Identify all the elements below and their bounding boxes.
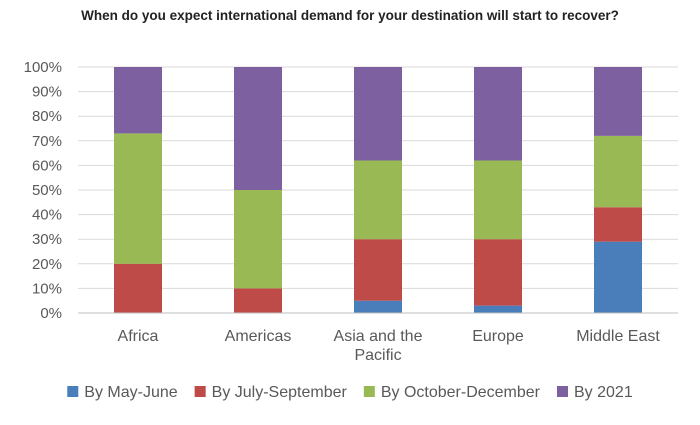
x-category-label-line: Middle East (576, 328, 660, 345)
bar-segment (594, 241, 642, 313)
bar-segment (354, 300, 402, 313)
x-category-label: Americas (225, 328, 292, 345)
bar-segment (234, 288, 282, 313)
legend-item: By 2021 (557, 384, 633, 401)
bar-segment (354, 160, 402, 240)
y-tick-label: 40% (32, 207, 62, 224)
legend-item: By May-June (67, 384, 178, 401)
bar-segment (234, 190, 282, 289)
bar-segment (474, 67, 522, 161)
legend-label: By May-June (84, 384, 177, 401)
y-tick-label: 90% (32, 84, 62, 101)
y-tick-label: 100% (24, 59, 62, 76)
bars (114, 67, 642, 313)
y-tick-label: 20% (32, 256, 62, 273)
legend-swatch (67, 386, 79, 397)
y-axis: 0% 10% 20% 30% 40% 50% 60% 70% 80% 90% 100% (24, 59, 62, 322)
bar-segment (474, 305, 522, 313)
bar-segment (114, 133, 162, 264)
legend-item: By October-December (363, 384, 541, 401)
bar-segment (594, 135, 642, 208)
x-category-label: Middle East (576, 328, 660, 345)
bar-segment (594, 67, 642, 136)
legend-label: By 2021 (574, 384, 633, 401)
legend: By May-June By July-September By October-D… (67, 384, 633, 401)
legend-swatch (194, 386, 206, 397)
bar-segment (354, 67, 402, 161)
bar-segment (594, 207, 642, 242)
legend-item: By July-September (194, 384, 348, 401)
x-axis: Africa Americas Asia and the Pacific Europe M… (78, 312, 678, 364)
y-tick-label: 60% (32, 157, 62, 174)
y-tick-label: 10% (32, 280, 62, 297)
bar-segment (114, 263, 162, 313)
x-category-label: Europe (472, 328, 524, 345)
y-tick-label: 80% (32, 108, 62, 125)
bar-segment (474, 160, 522, 240)
chart-title: When do you expect international demand … (81, 8, 619, 23)
legend-swatch (363, 386, 375, 397)
x-category-label-line: Europe (472, 328, 524, 345)
x-category-label-line: Africa (118, 328, 159, 345)
bar-segment (354, 239, 402, 301)
bar-segment (474, 239, 522, 306)
y-tick-label: 50% (32, 182, 62, 199)
x-category-label: Africa (118, 328, 159, 345)
x-category-label: Asia and the Pacific (334, 328, 423, 364)
y-tick-label: 0% (40, 305, 62, 322)
legend-swatch (557, 386, 568, 397)
x-category-label-line: Americas (225, 328, 292, 345)
legend-label: By July-September (212, 384, 348, 401)
bar-segment (234, 67, 282, 190)
legend-label: By October-December (381, 384, 541, 401)
x-category-label-line: Asia and the (334, 328, 423, 345)
y-tick-label: 70% (32, 133, 62, 150)
bar-segment (114, 67, 162, 134)
y-tick-label: 30% (32, 231, 62, 248)
x-category-label-line: Pacific (354, 347, 401, 364)
